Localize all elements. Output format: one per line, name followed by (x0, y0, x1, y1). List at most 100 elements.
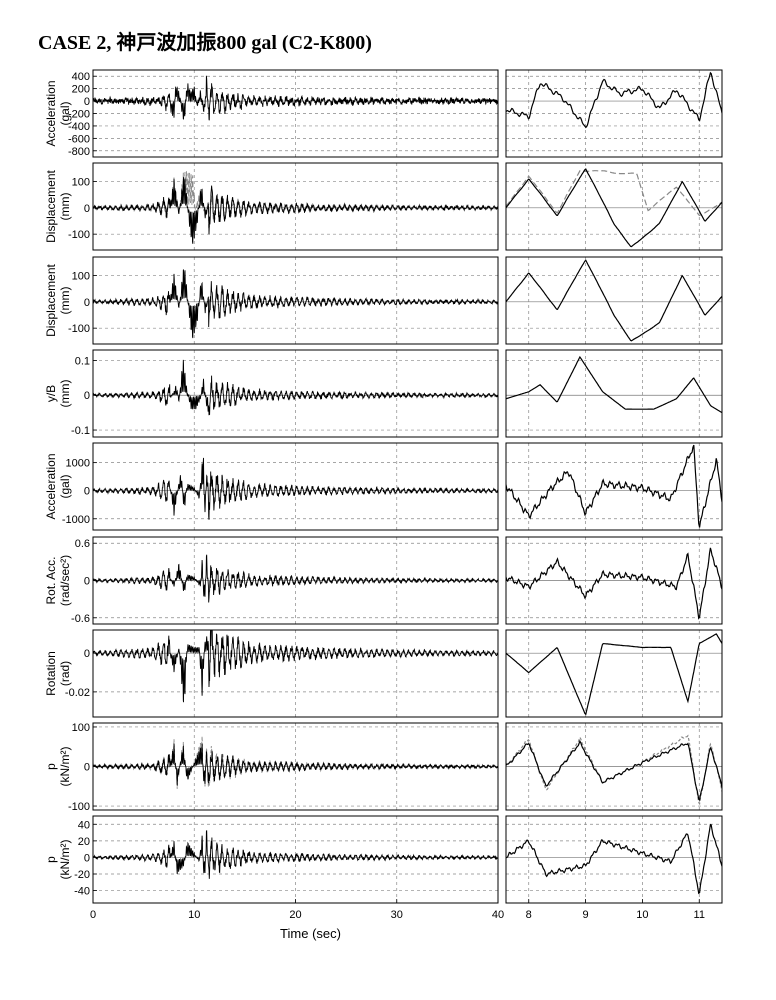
y-axis-label: (mm) (58, 287, 72, 315)
y-axis-label: (rad/sec²) (58, 555, 72, 606)
series-line-1 (506, 547, 722, 620)
axes-frame (505, 536, 723, 625)
y-axis-label: p (44, 856, 58, 863)
axes-frame (92, 349, 499, 438)
axes-frame (505, 69, 723, 158)
series-line-1 (93, 457, 498, 520)
y-axis-label: (mm) (58, 380, 72, 408)
y-tick-label: 20 (78, 836, 90, 848)
y-tick-label: 0 (84, 852, 90, 864)
x-axis-layer: 0 10 20 30 40 8 9 10 11 Time (sec) (90, 899, 705, 941)
x-tick-label: 40 (492, 909, 504, 921)
axes-frame (92, 256, 499, 345)
panel-3-zoom (505, 256, 723, 345)
panel-9-full (92, 815, 499, 904)
y-tick-label: 200 (72, 84, 90, 96)
panel-3: 100 0 -100 Displacement (mm) (44, 256, 723, 345)
axes-frame (505, 815, 723, 904)
y-tick-label: 100 (72, 176, 90, 188)
x-tick-label: 30 (391, 909, 403, 921)
panel-7-zoom (505, 629, 723, 718)
series-line-1 (93, 554, 498, 603)
y-tick-label: -20 (74, 869, 90, 881)
y-axis-label: Rotation (44, 651, 58, 696)
y-tick-label: 0.1 (75, 355, 90, 367)
panel-9: 40 20 0 -20 -40 p (kN/m²) (44, 815, 723, 904)
axes-frame (505, 349, 723, 438)
x-tick-label: 11 (694, 909, 705, 921)
y-axis-label: p (44, 763, 58, 770)
y-axis-label: y/B (44, 385, 58, 402)
series-line-1 (93, 269, 498, 339)
series-line-2 (93, 177, 498, 244)
series-line-1 (506, 170, 722, 217)
series-line-1 (506, 444, 722, 528)
y-tick-label: -100 (68, 323, 90, 335)
panel-6-zoom (505, 536, 723, 625)
y-axis-label: Displacement (44, 169, 58, 242)
axes-frame (505, 722, 723, 811)
y-axis-label: (gal) (58, 474, 72, 498)
x-tick-label: 10 (188, 909, 200, 921)
series-line-1 (506, 633, 722, 716)
y-tick-label: -40 (74, 886, 90, 898)
panel-6-full (92, 536, 499, 625)
axes-frame (92, 442, 499, 531)
panel-8-full (92, 722, 499, 811)
series-line-1 (506, 259, 722, 342)
panel-1-full (92, 69, 499, 158)
y-tick-label: -0.6 (71, 613, 90, 625)
series-line-1 (506, 355, 722, 414)
y-tick-label: -0.02 (65, 687, 90, 699)
series-line-2 (506, 168, 722, 248)
panel-9-zoom (505, 815, 723, 904)
y-tick-label: 0 (84, 390, 90, 402)
panel-4: 0.1 0 -0.1 y/B (mm) (44, 349, 723, 438)
y-axis-label: Acceleration (44, 453, 58, 519)
y-axis-label: Rot. Acc. (44, 556, 58, 604)
series-line-2 (506, 739, 722, 802)
y-axis-label: (mm) (58, 193, 72, 221)
y-tick-label: 0 (84, 648, 90, 660)
y-tick-label: 40 (78, 819, 90, 831)
y-axis-label: (kN/m²) (58, 747, 72, 787)
series-line-1 (506, 823, 722, 895)
y-tick-label: -100 (68, 229, 90, 241)
panel-2-full (92, 162, 499, 251)
panel-2: 100 0 -100 Displacement (mm) (44, 162, 723, 251)
y-tick-label: -1000 (62, 514, 90, 526)
panel-3-full (92, 256, 499, 345)
axes-frame (505, 629, 723, 718)
y-tick-label: -200 (68, 109, 90, 121)
panel-7: 0 -0.02 Rotation (rad) (44, 629, 723, 718)
y-tick-label: 0 (84, 762, 90, 774)
series-line-1 (506, 71, 722, 129)
panel-5-full (92, 442, 499, 531)
y-tick-label: 1000 (66, 458, 90, 470)
series-line-1 (93, 630, 498, 703)
x-tick-label: 0 (90, 909, 96, 921)
panel-6: 0.6 0 -0.6 Rot. Acc. (rad/sec²) (44, 536, 723, 625)
axes-frame (505, 442, 723, 531)
y-tick-label: 100 (72, 722, 90, 734)
y-axis-label: (gal) (58, 101, 72, 125)
panel-2-zoom (505, 162, 723, 251)
y-tick-label: -0.1 (71, 425, 90, 437)
x-tick-label: 9 (583, 909, 589, 921)
y-tick-label: 100 (72, 270, 90, 282)
series-line-1 (93, 736, 498, 789)
y-tick-label: 0 (84, 203, 90, 215)
panel-7-full (92, 629, 499, 718)
x-axis-label: Time (sec) (280, 926, 341, 941)
x-tick-label: 20 (289, 909, 301, 921)
axes-frame (92, 629, 499, 718)
y-tick-label: 400 (72, 71, 90, 83)
panel-5: 1000 0 -1000 Acceleration (gal) (44, 442, 723, 531)
x-tick-label: 10 (636, 909, 648, 921)
y-tick-label: -600 (68, 133, 90, 145)
y-tick-label: -400 (68, 121, 90, 133)
panel-8: 100 0 -100 p (kN/m²) (44, 722, 723, 813)
y-tick-label: 0.6 (75, 538, 90, 550)
